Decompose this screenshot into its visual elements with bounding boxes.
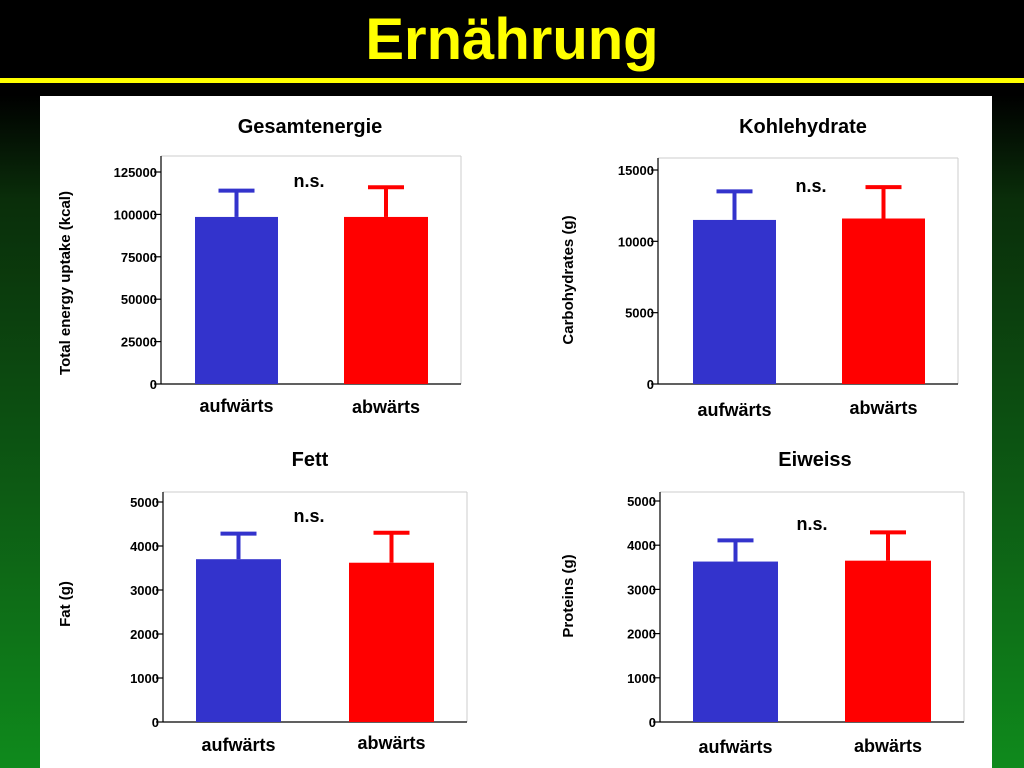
y-tick-label: 2000	[130, 627, 159, 642]
y-tick-label: 5000	[627, 494, 656, 509]
y-tick-label: 75000	[121, 250, 157, 265]
category-label: aufwärts	[698, 737, 772, 757]
category-label: abwärts	[357, 733, 425, 753]
y-tick-label: 125000	[114, 165, 157, 180]
y-axis-label: Fat (g)	[57, 581, 74, 627]
category-label: abwärts	[352, 397, 420, 417]
chart-title: Eiweiss	[778, 449, 851, 471]
y-tick-label: 3000	[130, 583, 159, 598]
y-tick-label: 0	[649, 715, 656, 730]
bar	[693, 561, 778, 722]
significance-label: n.s.	[796, 514, 827, 534]
category-label: abwärts	[849, 398, 917, 418]
y-tick-label: 0	[152, 715, 159, 730]
bar	[693, 219, 776, 384]
y-tick-label: 25000	[121, 335, 157, 350]
chart-title: Fett	[292, 449, 329, 471]
y-tick-label: 4000	[627, 538, 656, 553]
y-tick-label: 1000	[130, 671, 159, 686]
bar	[344, 216, 428, 384]
category-label: aufwärts	[199, 396, 273, 416]
category-label: aufwärts	[697, 400, 771, 420]
y-tick-label: 1000	[627, 671, 656, 686]
chart-title: Kohlehydrate	[739, 116, 867, 138]
category-label: aufwärts	[201, 735, 275, 755]
bar	[195, 216, 278, 384]
category-label: abwärts	[854, 736, 922, 756]
slide-title: Ernährung	[365, 7, 659, 72]
y-tick-label: 50000	[121, 292, 157, 307]
y-tick-label: 100000	[114, 207, 157, 222]
significance-label: n.s.	[795, 176, 826, 196]
chart-title: Gesamtenergie	[238, 116, 383, 138]
y-tick-label: 4000	[130, 539, 159, 554]
title-underline	[0, 78, 1024, 83]
y-tick-label: 2000	[627, 627, 656, 642]
y-tick-label: 0	[647, 377, 654, 392]
y-axis-label: Carbohydrates (g)	[560, 215, 577, 344]
significance-label: n.s.	[293, 171, 324, 191]
y-axis-label: Proteins (g)	[560, 554, 577, 637]
bar	[196, 559, 281, 722]
y-axis-label: Total energy uptake (kcal)	[57, 191, 74, 375]
y-tick-label: 3000	[627, 582, 656, 597]
y-tick-label: 10000	[618, 234, 654, 249]
y-tick-label: 0	[150, 377, 157, 392]
significance-label: n.s.	[293, 506, 324, 526]
y-tick-label: 5000	[130, 495, 159, 510]
y-tick-label: 15000	[618, 163, 654, 178]
bar	[842, 218, 925, 384]
y-tick-label: 5000	[625, 306, 654, 321]
bar	[349, 562, 434, 722]
bar	[845, 560, 931, 722]
